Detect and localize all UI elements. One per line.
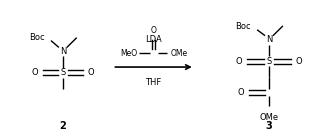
Text: N: N xyxy=(266,35,272,44)
Text: N: N xyxy=(60,47,66,56)
Text: O: O xyxy=(236,57,242,66)
Text: O: O xyxy=(238,88,244,97)
Text: OMe: OMe xyxy=(259,113,279,122)
Text: S: S xyxy=(60,68,66,77)
Text: O: O xyxy=(88,68,94,77)
Text: O: O xyxy=(296,57,302,66)
Text: Boc: Boc xyxy=(29,33,45,42)
Text: Boc: Boc xyxy=(236,22,251,31)
Text: 3: 3 xyxy=(266,121,273,131)
Text: O: O xyxy=(31,68,38,77)
Text: MeO: MeO xyxy=(121,49,138,58)
Text: LDA: LDA xyxy=(145,35,162,44)
Text: 2: 2 xyxy=(59,121,66,131)
Text: THF: THF xyxy=(145,78,162,87)
Text: O: O xyxy=(151,26,156,35)
Text: OMe: OMe xyxy=(170,49,188,58)
Text: S: S xyxy=(266,57,272,66)
